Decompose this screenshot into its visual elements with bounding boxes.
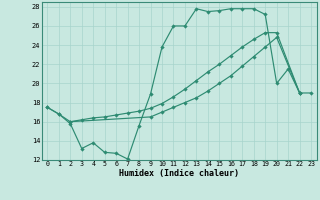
X-axis label: Humidex (Indice chaleur): Humidex (Indice chaleur) (119, 169, 239, 178)
